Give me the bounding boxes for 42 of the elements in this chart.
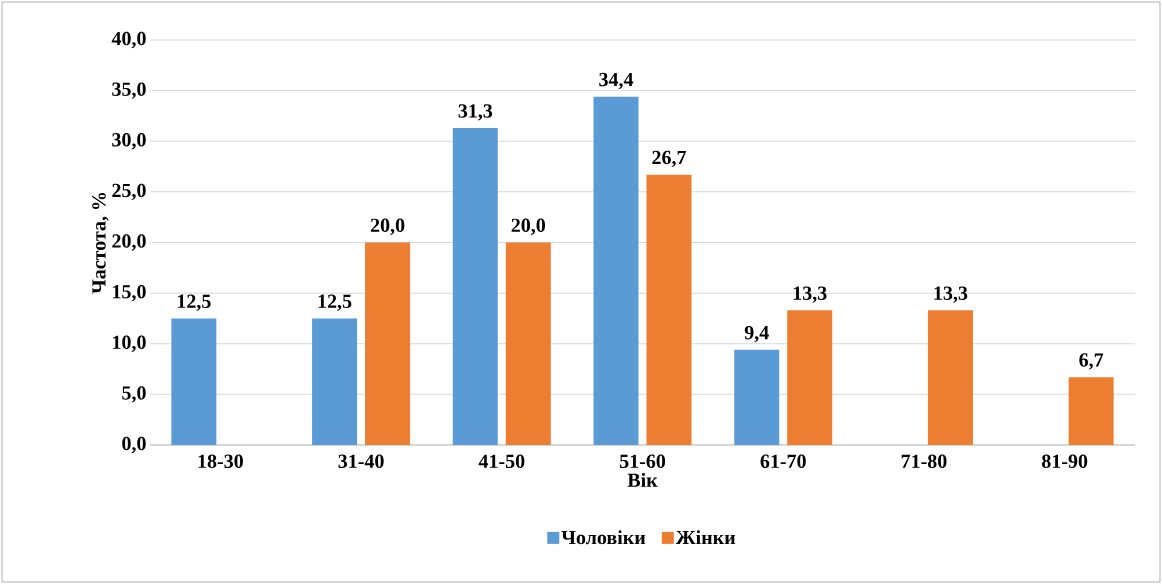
x-tick-label: 41-50 xyxy=(478,454,525,469)
bar xyxy=(1068,377,1114,445)
data-label: 31,3 xyxy=(458,104,493,121)
bar xyxy=(734,349,780,445)
y-tick-label: 10,0 xyxy=(113,335,146,352)
x-tick-label: 18-30 xyxy=(198,454,243,469)
x-tick-label: 71-80 xyxy=(901,454,947,469)
y-tick-label: 25,0 xyxy=(112,183,146,201)
data-label: 9,4 xyxy=(744,325,769,343)
data-label: 34,4 xyxy=(599,72,634,90)
bar xyxy=(452,128,498,445)
x-tick-label: 51-60 xyxy=(619,454,666,469)
y-tick-label: 20,0 xyxy=(112,234,146,251)
x-tick-label: 81-90 xyxy=(1041,454,1088,469)
y-tick-label: 35,0 xyxy=(112,82,146,99)
data-label: 20,0 xyxy=(370,218,405,235)
data-label: 13,3 xyxy=(934,286,968,303)
data-label: 6,7 xyxy=(1079,353,1104,370)
x-tick-label: 61-70 xyxy=(760,454,806,469)
legend-label: Жінки xyxy=(675,530,736,545)
data-label: 20,0 xyxy=(511,218,546,235)
y-tick-label: 40,0 xyxy=(111,31,146,49)
y-tick-label: 0,0 xyxy=(122,436,146,454)
x-tick-label: 31-40 xyxy=(338,454,384,469)
bar xyxy=(787,310,833,445)
data-label: 13,3 xyxy=(793,286,827,303)
y-tick-label: 15,0 xyxy=(113,284,146,302)
y-axis-title: Частота, % xyxy=(92,192,109,294)
y-tick-label: 5,0 xyxy=(122,386,146,403)
bar xyxy=(646,174,692,445)
bar xyxy=(593,96,639,445)
bar xyxy=(365,242,411,445)
x-axis-title: Вік xyxy=(627,472,658,487)
y-tick-label: 30,0 xyxy=(112,133,146,150)
legend-label: Чоловіки xyxy=(561,530,646,545)
data-label: 12,5 xyxy=(177,294,211,311)
bar xyxy=(927,310,973,445)
bar xyxy=(171,318,217,445)
bar xyxy=(505,242,551,445)
bar xyxy=(312,318,358,445)
data-label: 12,5 xyxy=(318,294,352,311)
data-label: 26,7 xyxy=(652,150,687,168)
